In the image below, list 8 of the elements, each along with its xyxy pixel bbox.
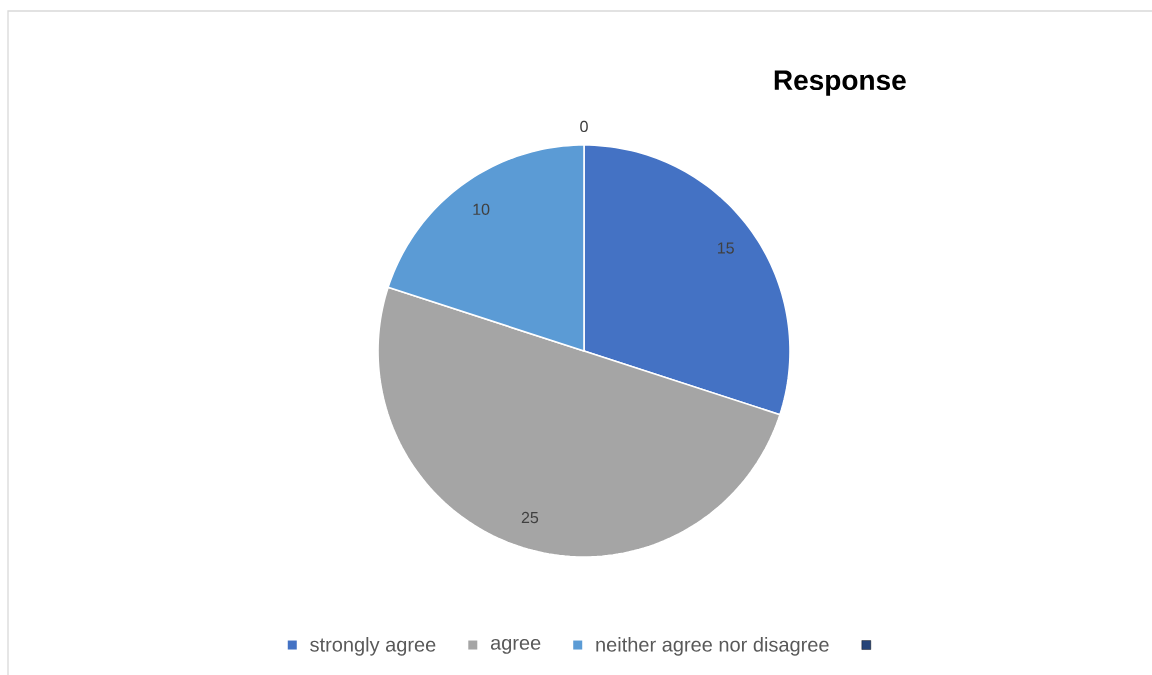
chart-title: Response — [774, 70, 906, 96]
data-label: 25 — [521, 511, 539, 524]
legend-label: agree — [490, 638, 541, 654]
legend-label: strongly agree — [310, 637, 436, 656]
text: 0 — [580, 120, 588, 133]
legend-label: neither agree nor disagree — [596, 637, 829, 656]
data-label: 15 — [718, 242, 734, 254]
data-label: 10 — [473, 203, 490, 215]
